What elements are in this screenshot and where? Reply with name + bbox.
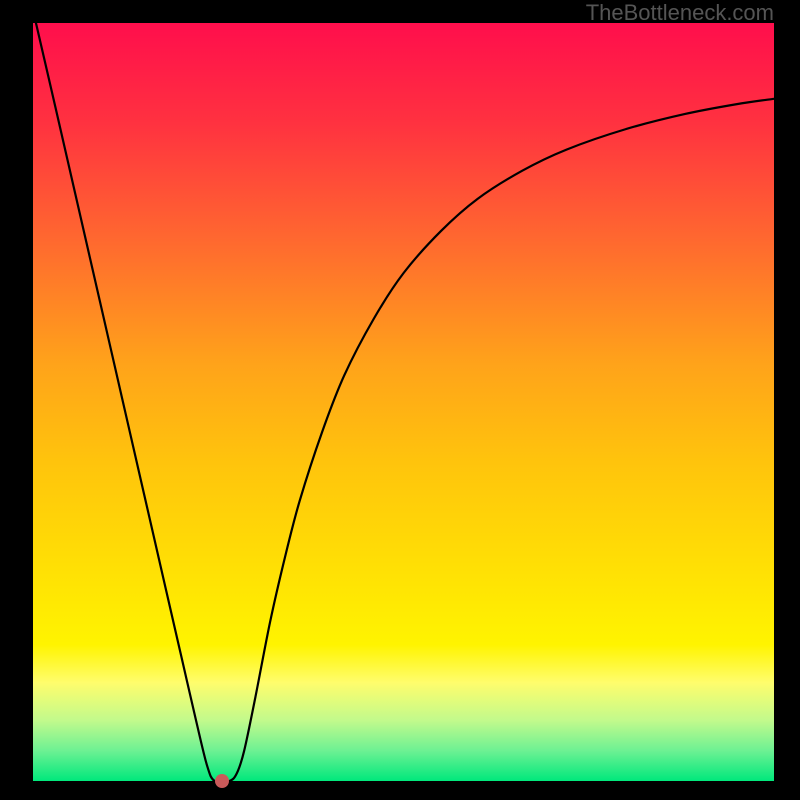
watermark-text: TheBottleneck.com	[586, 0, 774, 26]
optimal-point-marker	[215, 774, 229, 788]
plot-area	[33, 23, 774, 781]
performance-curve	[33, 23, 774, 781]
